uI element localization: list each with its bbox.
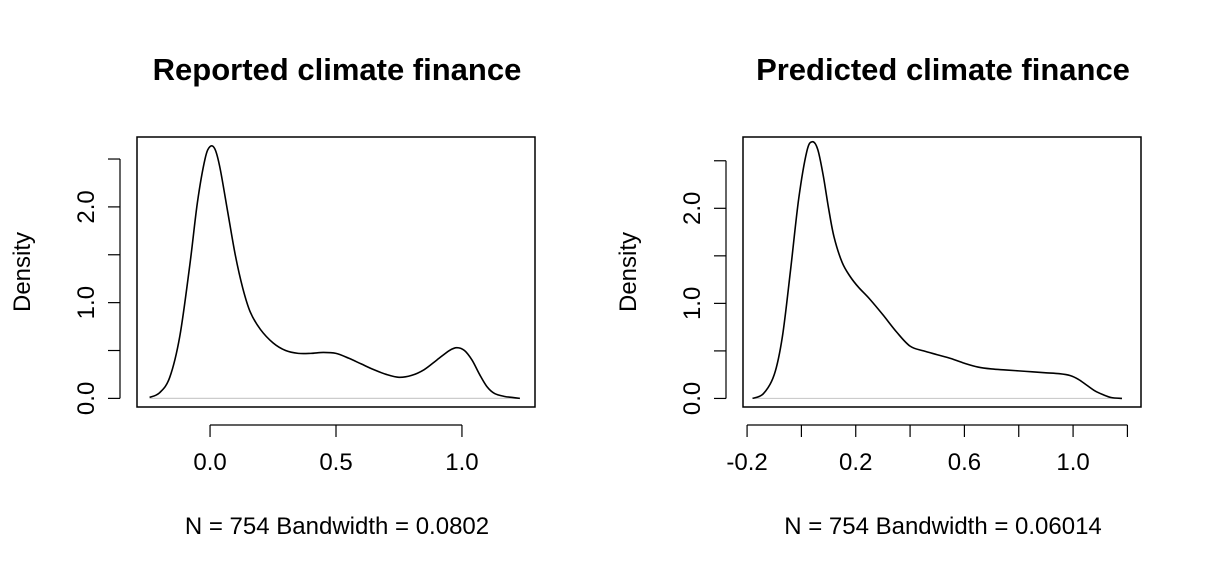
x-tick-label: 1.0	[1056, 449, 1089, 476]
y-axis-label: Density	[615, 232, 642, 312]
y-tick-label: 0.0	[679, 382, 706, 415]
density-panel-2: Predicted climate finance 0.0 1.0 2.0 Densit…	[615, 52, 1142, 540]
density-panel-1: Reported climate finance 0.0 1.0 2.0 Density…	[9, 52, 536, 540]
x-tick-label: 1.0	[445, 449, 478, 476]
x-tick-label: 0.5	[319, 449, 352, 476]
chart-title: Predicted climate finance	[756, 52, 1130, 87]
density-curve	[149, 145, 520, 400]
plot-frame	[136, 136, 536, 408]
x-tick-label: 0.0	[193, 449, 226, 476]
x-tick-label: 0.6	[948, 449, 981, 476]
y-tick-label: 1.0	[73, 286, 100, 319]
y-tick-label: 2.0	[679, 192, 706, 225]
y-tick-label: 2.0	[73, 190, 100, 223]
chart-title: Reported climate finance	[153, 52, 522, 87]
density-curve	[752, 140, 1123, 400]
y-tick-label: 0.0	[73, 382, 100, 415]
y-axis-label: Density	[9, 232, 36, 312]
x-tick-label: 0.2	[839, 449, 872, 476]
x-axis-label: N = 754 Bandwidth = 0.06014	[784, 513, 1102, 540]
y-tick-label: 1.0	[679, 287, 706, 320]
x-tick-label: -0.2	[726, 449, 767, 476]
x-axis-label: N = 754 Bandwidth = 0.0802	[185, 513, 489, 540]
plot-frame	[742, 136, 1142, 408]
